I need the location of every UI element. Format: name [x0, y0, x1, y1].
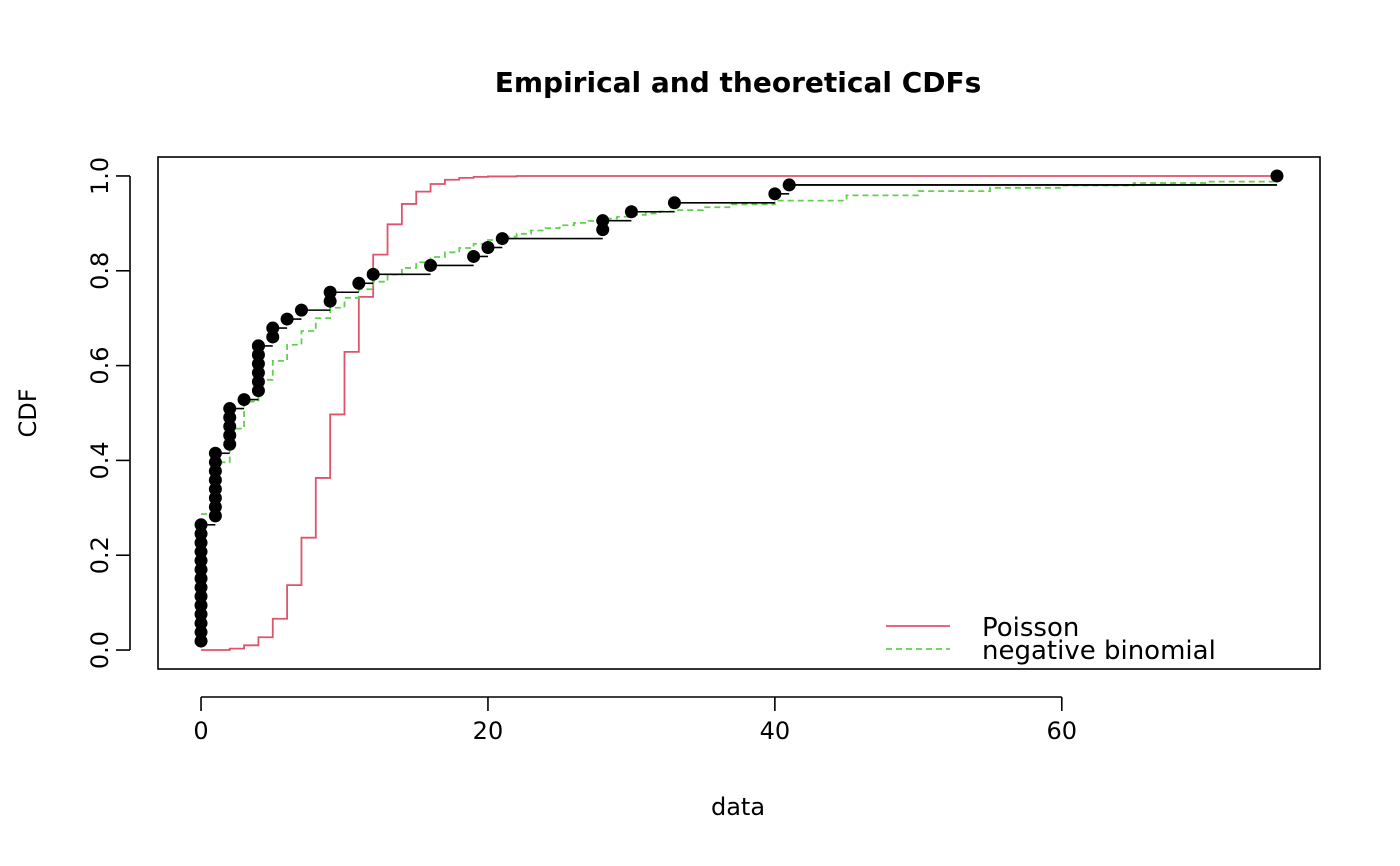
ecdf-point — [237, 393, 251, 407]
ecdf-point — [352, 276, 366, 290]
ecdf-point — [194, 518, 208, 532]
ecdf-point — [223, 437, 237, 451]
ecdf-point — [223, 410, 237, 424]
y-tick-label: 0.0 — [86, 631, 114, 669]
ecdf-point — [280, 312, 294, 326]
ecdf-point — [424, 258, 438, 272]
x-tick-label: 40 — [760, 717, 791, 745]
ecdf-point — [194, 598, 208, 612]
ecdf-point — [208, 473, 222, 487]
y-tick-label: 1.0 — [86, 157, 114, 195]
ecdf-point — [194, 580, 208, 594]
ecdf-point — [266, 330, 280, 344]
ecdf-point — [194, 563, 208, 577]
ecdf-point — [223, 428, 237, 442]
ecdf-point — [223, 419, 237, 433]
ecdf-point — [208, 455, 222, 469]
y-tick-label: 0.4 — [86, 441, 114, 479]
plot-area — [194, 169, 1284, 651]
ecdf-point — [194, 545, 208, 559]
ecdf-point — [1270, 169, 1284, 183]
x-tick-label: 0 — [193, 717, 208, 745]
ecdf-point — [194, 625, 208, 639]
ecdf-point — [251, 348, 265, 362]
ecdf-point — [251, 384, 265, 398]
ecdf-point — [366, 267, 380, 281]
y-tick-label: 0.2 — [86, 536, 114, 574]
ecdf-point — [294, 303, 308, 317]
y-tick-label: 0.6 — [86, 347, 114, 385]
legend-label: negative binomial — [982, 636, 1216, 666]
ecdf-point — [467, 249, 481, 263]
series-line-Poisson — [201, 175, 1277, 651]
x-tick-label: 20 — [473, 717, 504, 745]
ecdf-point — [596, 214, 610, 228]
ecdf-point — [194, 607, 208, 621]
chart-title: Empirical and theoretical CDFs — [495, 66, 982, 99]
y-axis-label: CDF — [14, 388, 42, 437]
x-axis-label: data — [711, 793, 765, 821]
ecdf-point — [782, 178, 796, 192]
ecdf-point — [208, 491, 222, 505]
ecdf-point — [251, 339, 265, 353]
ecdf-point — [481, 241, 495, 255]
ecdf-point — [194, 527, 208, 541]
ecdf-point — [323, 285, 337, 299]
x-axis: 0 20 40 60 — [193, 696, 1078, 745]
ecdf-point — [624, 205, 638, 219]
ecdf-point — [194, 554, 208, 568]
y-tick-label: 0.8 — [86, 252, 114, 290]
ecdf-point — [223, 402, 237, 416]
x-tick-label: 60 — [1047, 717, 1078, 745]
ecdf-point — [251, 357, 265, 371]
ecdf-point — [208, 500, 222, 514]
ecdf-point — [495, 232, 509, 246]
ecdf-point — [667, 196, 681, 210]
ecdf-point — [251, 375, 265, 389]
y-axis: 0.0 0.2 0.4 0.6 0.8 1.0 — [86, 157, 131, 669]
ecdf-point — [251, 366, 265, 380]
ecdf-point — [208, 446, 222, 460]
ecdf-point — [323, 294, 337, 308]
ecdf-point — [208, 509, 222, 523]
ecdf-point — [266, 321, 280, 335]
ecdf-point — [194, 634, 208, 648]
ecdf-point — [208, 482, 222, 496]
plot-frame — [157, 156, 1321, 670]
ecdf-point — [194, 536, 208, 550]
ecdf-point — [596, 223, 610, 237]
series-line-negative-binomial — [201, 180, 1278, 515]
ecdf-point — [194, 589, 208, 603]
legend-label: Poisson — [982, 613, 1079, 643]
ecdf-point — [194, 616, 208, 630]
ecdf-point — [768, 187, 782, 201]
ecdf-point — [194, 571, 208, 585]
ecdf-point — [208, 464, 222, 478]
